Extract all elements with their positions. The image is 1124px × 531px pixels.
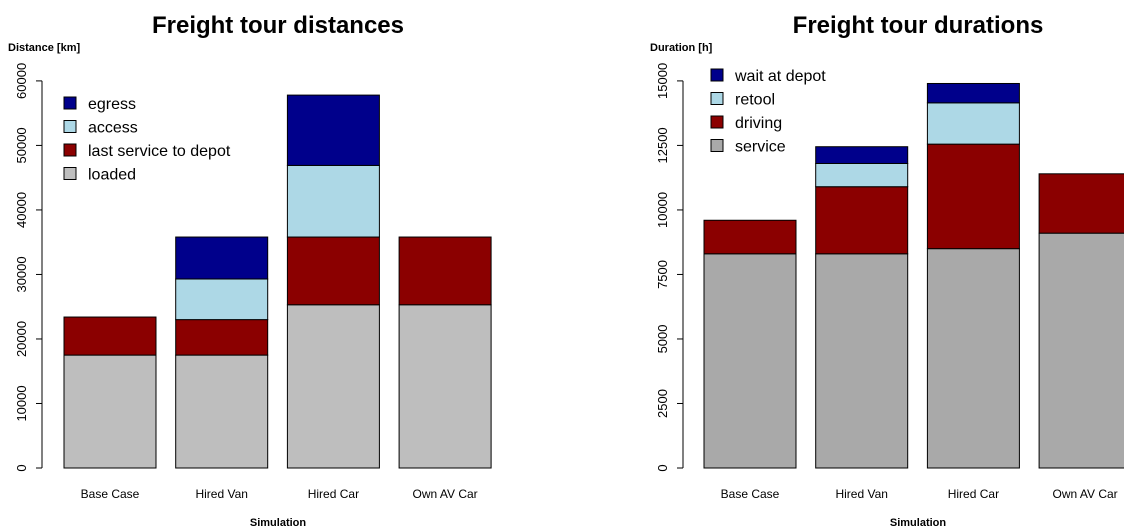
distance-legend-label-access: access: [88, 120, 138, 137]
duration-y-axis-label: Duration [h]: [650, 42, 713, 54]
distance-legend-label-loaded: loaded: [88, 167, 136, 184]
duration-legend-swatch-retool: [710, 92, 724, 105]
duration-y-tick-label: 5000: [655, 325, 670, 354]
duration-bar-hired-car-driving: [926, 143, 1020, 250]
distance-bar-hired-car-loaded: [286, 304, 380, 469]
duration-y-tick-label: 2500: [655, 389, 670, 418]
distance-bar-base-case-last-service-to-depot: [63, 316, 157, 356]
distance-legend-swatch-egress: [63, 96, 77, 110]
distance-category-label: Base Case: [81, 487, 140, 501]
duration-y-tick-label: 12500: [655, 127, 670, 163]
distance-category-label: Own AV Car: [413, 487, 478, 501]
distance-bar-hired-car-last-service-to-depot: [286, 236, 380, 306]
distance-y-tick-label: 0: [14, 464, 29, 471]
duration-y-axis: 0 2500 5000 7500 10000 12500 15000: [655, 63, 684, 472]
duration-bar-hired-van-retool: [815, 162, 909, 188]
distance-bar-hired-van-last-service-to-depot: [175, 319, 269, 356]
distance-category-label: Hired Car: [308, 487, 359, 501]
duration-bars: [703, 82, 1124, 469]
duration-legend: wait at depot retool driving service: [710, 68, 826, 156]
duration-category-labels: Base Case Hired Van Hired Car Own AV Car: [721, 487, 1118, 501]
duration-x-axis-label: Simulation: [890, 517, 947, 529]
distance-bar-base-case-loaded: [63, 354, 157, 469]
distance-y-tick-label: 40000: [14, 192, 29, 228]
distance-chart: Freight tour distances Distance [km] Sim…: [8, 12, 492, 529]
distance-bar-hired-car-egress: [286, 94, 380, 166]
distance-bar-hired-van-access: [175, 278, 269, 321]
duration-y-tick-label: 10000: [655, 192, 670, 228]
distance-y-tick-label: 60000: [14, 63, 29, 99]
duration-legend-label-service: service: [735, 139, 786, 156]
distance-legend-swatch-last-service-to-depot: [63, 143, 77, 157]
distance-y-tick-label: 10000: [14, 385, 29, 421]
distance-legend: egress access last service to depot loaded: [63, 96, 231, 184]
duration-bar-base-case-driving: [703, 219, 797, 255]
distance-x-axis-label: Simulation: [250, 517, 307, 529]
distance-bar-hired-van-egress: [175, 236, 269, 280]
duration-y-tick-label: 0: [655, 464, 670, 471]
duration-bar-hired-van-wait-at-depot: [815, 146, 909, 164]
duration-bar-hired-van-service: [815, 253, 909, 469]
distance-category-labels: Base Case Hired Van Hired Car Own AV Car: [81, 487, 478, 501]
distance-y-tick-label: 50000: [14, 127, 29, 163]
duration-legend-swatch-driving: [710, 115, 724, 129]
duration-bar-hired-car-service: [926, 248, 1020, 469]
distance-y-axis: 0 10000 20000 30000 40000 50000 60000: [14, 63, 43, 472]
distance-legend-label-egress: egress: [88, 96, 136, 113]
duration-category-label: Own AV Car: [1053, 487, 1118, 501]
distance-category-label: Hired Van: [195, 487, 247, 501]
duration-bar-own-av-car-driving: [1038, 173, 1124, 234]
duration-legend-label-retool: retool: [735, 92, 775, 109]
duration-bar-hired-car-retool: [926, 102, 1020, 145]
duration-category-label: Base Case: [721, 487, 780, 501]
duration-bar-own-av-car-service: [1038, 232, 1124, 469]
duration-legend-label-driving: driving: [735, 115, 782, 132]
duration-legend-swatch-wait-at-depot: [710, 68, 724, 82]
duration-bar-hired-car-wait-at-depot: [926, 82, 1020, 104]
duration-legend-label-wait-at-depot: wait at depot: [734, 68, 826, 85]
distance-chart-title: Freight tour distances: [152, 12, 404, 39]
duration-bar-base-case-service: [703, 253, 797, 469]
distance-bars: [63, 94, 492, 469]
duration-legend-swatch-service: [710, 139, 724, 152]
distance-bar-hired-van-loaded: [175, 354, 269, 469]
duration-bar-hired-van-driving: [815, 186, 909, 255]
distance-bar-own-av-car-loaded: [398, 304, 492, 469]
distance-bar-own-av-car-last-service-to-depot: [398, 236, 492, 306]
duration-y-tick-label: 7500: [655, 260, 670, 289]
distance-legend-label-last-service-to-depot: last service to depot: [88, 143, 231, 160]
duration-chart-title: Freight tour durations: [793, 12, 1044, 39]
duration-chart: Freight tour durations Duration [h] Simu…: [650, 12, 1124, 529]
distance-y-tick-label: 20000: [14, 321, 29, 357]
distance-bar-hired-car-access: [286, 164, 380, 238]
distance-legend-swatch-loaded: [63, 167, 77, 180]
duration-category-label: Hired Car: [948, 487, 999, 501]
distance-y-tick-label: 30000: [14, 256, 29, 292]
duration-y-tick-label: 15000: [655, 63, 670, 99]
duration-category-label: Hired Van: [835, 487, 887, 501]
distance-legend-swatch-access: [63, 120, 77, 133]
distance-y-axis-label: Distance [km]: [8, 42, 80, 54]
